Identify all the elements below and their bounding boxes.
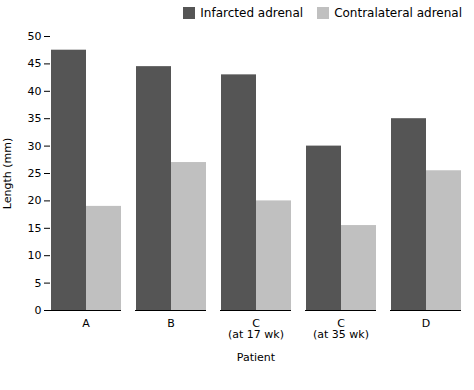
svg-text:45: 45 bbox=[28, 57, 42, 70]
svg-text:C(at 35 wk): C(at 35 wk) bbox=[313, 317, 369, 341]
svg-text:D: D bbox=[422, 317, 430, 330]
svg-text:Patient: Patient bbox=[237, 351, 276, 364]
svg-text:Length (mm): Length (mm) bbox=[1, 138, 14, 209]
svg-text:A: A bbox=[82, 317, 90, 330]
svg-text:20: 20 bbox=[28, 194, 42, 207]
svg-text:C(at 17 wk): C(at 17 wk) bbox=[228, 317, 284, 341]
svg-text:30: 30 bbox=[28, 140, 42, 153]
svg-text:50: 50 bbox=[28, 30, 42, 43]
html-text:Contralateral adrenal: Contralateral adrenal bbox=[334, 6, 462, 20]
svg-text:0: 0 bbox=[35, 304, 42, 317]
svg-text:40: 40 bbox=[28, 85, 42, 98]
svg-text:10: 10 bbox=[28, 249, 42, 262]
svg-text:25: 25 bbox=[28, 167, 42, 180]
html-text:Infarcted adrenal: Infarcted adrenal bbox=[200, 6, 304, 20]
svg-text:B: B bbox=[167, 317, 175, 330]
svg-text:35: 35 bbox=[28, 112, 42, 125]
svg-text:15: 15 bbox=[28, 222, 42, 235]
svg-text:5: 5 bbox=[35, 277, 42, 290]
